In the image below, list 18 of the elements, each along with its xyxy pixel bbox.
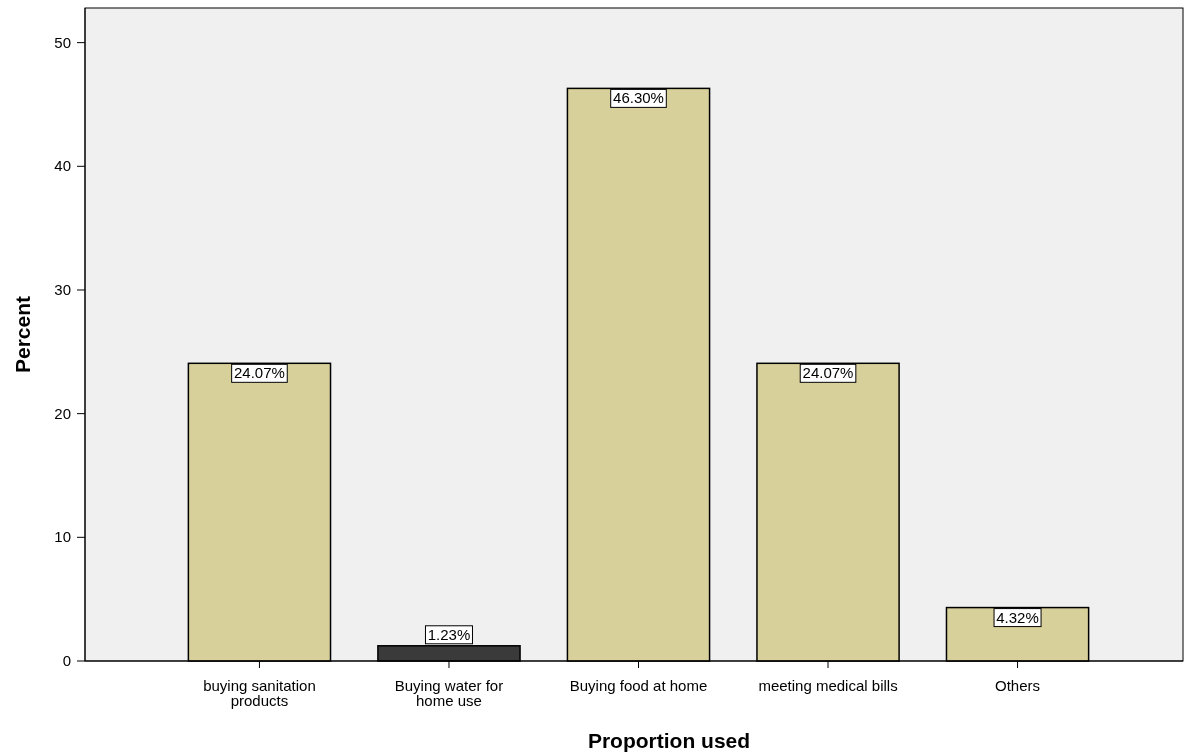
y-tick-label: 40: [54, 157, 71, 175]
data-label: 46.30%: [613, 89, 664, 107]
x-tick-label: Others: [995, 677, 1041, 694]
x-tick-label: Buying water for home use: [394, 677, 504, 709]
x-tick-label: Buying food at home: [569, 677, 708, 694]
x-tick-label: meeting medical bills: [758, 677, 898, 694]
x-tick-label: buying sanitation products: [203, 677, 316, 709]
data-label: 4.32%: [996, 608, 1039, 626]
x-axis-title: Proportion used: [587, 729, 751, 752]
y-tick-label: 30: [54, 280, 71, 298]
data-label: 24.07%: [802, 364, 854, 382]
y-axis-title: Percent: [11, 295, 34, 374]
data-label: 1.23%: [427, 625, 471, 643]
y-tick-label: 50: [54, 33, 71, 51]
y-tick-label: 20: [54, 404, 71, 422]
y-tick-label: 0: [62, 652, 71, 669]
data-label: 24.07%: [234, 364, 285, 382]
y-tick-label: 10: [54, 528, 71, 546]
